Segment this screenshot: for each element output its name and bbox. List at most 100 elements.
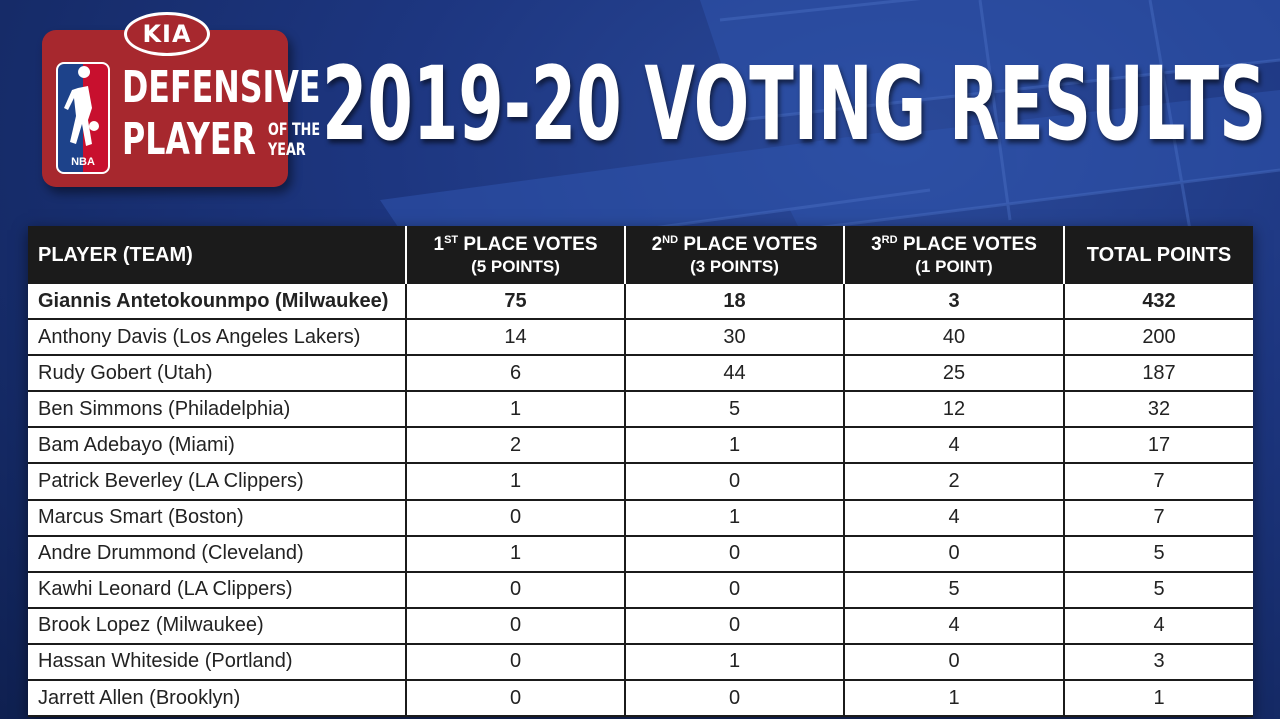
cell-third-place-votes: 40	[844, 319, 1065, 357]
column-header-third-place: 3RD PLACE VOTES (1 POINT)	[844, 226, 1065, 284]
cell-total-points: 187	[1064, 355, 1253, 393]
cell-total-points: 1	[1064, 680, 1253, 718]
cell-player: Anthony Davis (Los Angeles Lakers)	[28, 319, 407, 357]
cell-third-place-votes: 4	[844, 427, 1065, 465]
cell-second-place-votes: 1	[625, 499, 845, 537]
cell-third-place-votes: 4	[844, 499, 1065, 537]
cell-second-place-votes: 30	[625, 319, 845, 357]
cell-player: Patrick Beverley (LA Clippers)	[28, 463, 407, 501]
cell-player: Andre Drummond (Cleveland)	[28, 535, 407, 573]
cell-player: Brook Lopez (Milwaukee)	[28, 607, 407, 645]
cell-total-points: 200	[1064, 319, 1253, 357]
cell-second-place-votes: 0	[625, 463, 845, 501]
cell-first-place-votes: 0	[406, 571, 626, 609]
table-row: Bam Adebayo (Miami) 2 1 4 17	[28, 427, 1253, 465]
kia-logo-text: KIA	[142, 20, 192, 48]
cell-third-place-votes: 2	[844, 463, 1065, 501]
cell-third-place-votes: 3	[844, 284, 1065, 321]
cell-player: Ben Simmons (Philadelphia)	[28, 391, 407, 429]
table-row: Giannis Antetokounmpo (Milwaukee) 75 18 3 43…	[28, 284, 1253, 321]
first-place-label: PLACE VOTES	[458, 233, 598, 255]
cell-third-place-votes: 25	[844, 355, 1065, 393]
cell-total-points: 5	[1064, 535, 1253, 573]
table-row: Jarrett Allen (Brooklyn) 0 0 1 1	[28, 680, 1253, 718]
cell-second-place-votes: 0	[625, 571, 845, 609]
cell-player: Bam Adebayo (Miami)	[28, 427, 407, 465]
table-row: Ben Simmons (Philadelphia) 1 5 12 32	[28, 391, 1253, 429]
table-row: Andre Drummond (Cleveland) 1 0 0 5	[28, 535, 1253, 573]
cell-first-place-votes: 0	[406, 607, 626, 645]
cell-player: Hassan Whiteside (Portland)	[28, 643, 407, 682]
cell-player: Rudy Gobert (Utah)	[28, 355, 407, 393]
cell-player: Kawhi Leonard (LA Clippers)	[28, 571, 407, 609]
cell-third-place-votes: 12	[844, 391, 1065, 429]
logo-title-line2: PLAYER	[122, 114, 256, 165]
cell-third-place-votes: 0	[844, 643, 1065, 682]
column-header-second-place: 2ND PLACE VOTES (3 POINTS)	[625, 226, 845, 284]
third-place-label: PLACE VOTES	[897, 233, 1037, 255]
cell-player: Giannis Antetokounmpo (Milwaukee)	[28, 284, 407, 321]
kia-logo: KIA	[124, 12, 210, 56]
table-row: Kawhi Leonard (LA Clippers) 0 0 5 5	[28, 571, 1253, 609]
cell-second-place-votes: 0	[625, 535, 845, 573]
table-row: Brook Lopez (Milwaukee) 0 0 4 4	[28, 607, 1253, 645]
cell-first-place-votes: 6	[406, 355, 626, 393]
cell-third-place-votes: 0	[844, 535, 1065, 573]
table-row: Patrick Beverley (LA Clippers) 1 0 2 7	[28, 463, 1253, 501]
table-header-row: PLAYER (TEAM) 1ST PLACE VOTES (5 POINTS)…	[28, 226, 1253, 284]
third-place-number: 3	[871, 233, 882, 255]
cell-second-place-votes: 1	[625, 643, 845, 682]
logo-title-line1: DEFENSIVE	[122, 62, 321, 113]
third-place-points: (1 POINT)	[915, 257, 993, 277]
cell-first-place-votes: 2	[406, 427, 626, 465]
cell-total-points: 432	[1064, 284, 1253, 321]
logo-title-of-the: OF THE	[268, 120, 321, 140]
table-row: Marcus Smart (Boston) 0 1 4 7	[28, 499, 1253, 537]
second-place-number: 2	[651, 233, 663, 255]
first-place-number: 1	[433, 233, 445, 255]
logo-title-year: YEAR	[268, 140, 306, 160]
cell-player: Marcus Smart (Boston)	[28, 499, 407, 537]
cell-first-place-votes: 1	[406, 391, 626, 429]
cell-first-place-votes: 75	[406, 284, 626, 321]
cell-first-place-votes: 1	[406, 463, 626, 501]
table-row: Anthony Davis (Los Angeles Lakers) 14 30 40…	[28, 319, 1253, 357]
cell-first-place-votes: 0	[406, 680, 626, 718]
cell-second-place-votes: 0	[625, 680, 845, 718]
cell-second-place-votes: 5	[625, 391, 845, 429]
cell-total-points: 3	[1064, 643, 1253, 682]
cell-total-points: 7	[1064, 463, 1253, 501]
cell-first-place-votes: 1	[406, 535, 626, 573]
dpoy-logo: KIA NBA DEFENSIVE PLAYER OF THE YEAR	[42, 12, 320, 187]
cell-third-place-votes: 5	[844, 571, 1065, 609]
table-row: Hassan Whiteside (Portland) 0 1 0 3	[28, 643, 1253, 682]
cell-second-place-votes: 1	[625, 427, 845, 465]
cell-player: Jarrett Allen (Brooklyn)	[28, 680, 407, 718]
first-place-points: (5 POINTS)	[471, 257, 560, 277]
cell-total-points: 17	[1064, 427, 1253, 465]
first-place-suffix: ST	[444, 233, 459, 246]
column-header-player: PLAYER (TEAM)	[28, 226, 407, 284]
table-row: Rudy Gobert (Utah) 6 44 25 187	[28, 355, 1253, 393]
cell-second-place-votes: 44	[625, 355, 845, 393]
page-title: 2019-20 VOTING RESULTS	[322, 45, 1267, 164]
column-header-first-place: 1ST PLACE VOTES (5 POINTS)	[406, 226, 626, 284]
cell-second-place-votes: 18	[625, 284, 845, 321]
second-place-points: (3 POINTS)	[690, 257, 779, 277]
cell-first-place-votes: 0	[406, 499, 626, 537]
cell-total-points: 4	[1064, 607, 1253, 645]
cell-second-place-votes: 0	[625, 607, 845, 645]
second-place-label: PLACE VOTES	[678, 233, 818, 255]
cell-total-points: 32	[1064, 391, 1253, 429]
voting-results-table: PLAYER (TEAM) 1ST PLACE VOTES (5 POINTS)…	[28, 226, 1253, 718]
nba-logo-icon: NBA	[56, 62, 110, 174]
cell-third-place-votes: 4	[844, 607, 1065, 645]
cell-third-place-votes: 1	[844, 680, 1065, 718]
third-place-suffix: RD	[881, 233, 898, 246]
second-place-suffix: ND	[662, 233, 679, 246]
cell-first-place-votes: 14	[406, 319, 626, 357]
column-header-total-points: TOTAL POINTS	[1064, 226, 1253, 284]
nba-logo-label: NBA	[71, 156, 95, 168]
cell-first-place-votes: 0	[406, 643, 626, 682]
cell-total-points: 7	[1064, 499, 1253, 537]
